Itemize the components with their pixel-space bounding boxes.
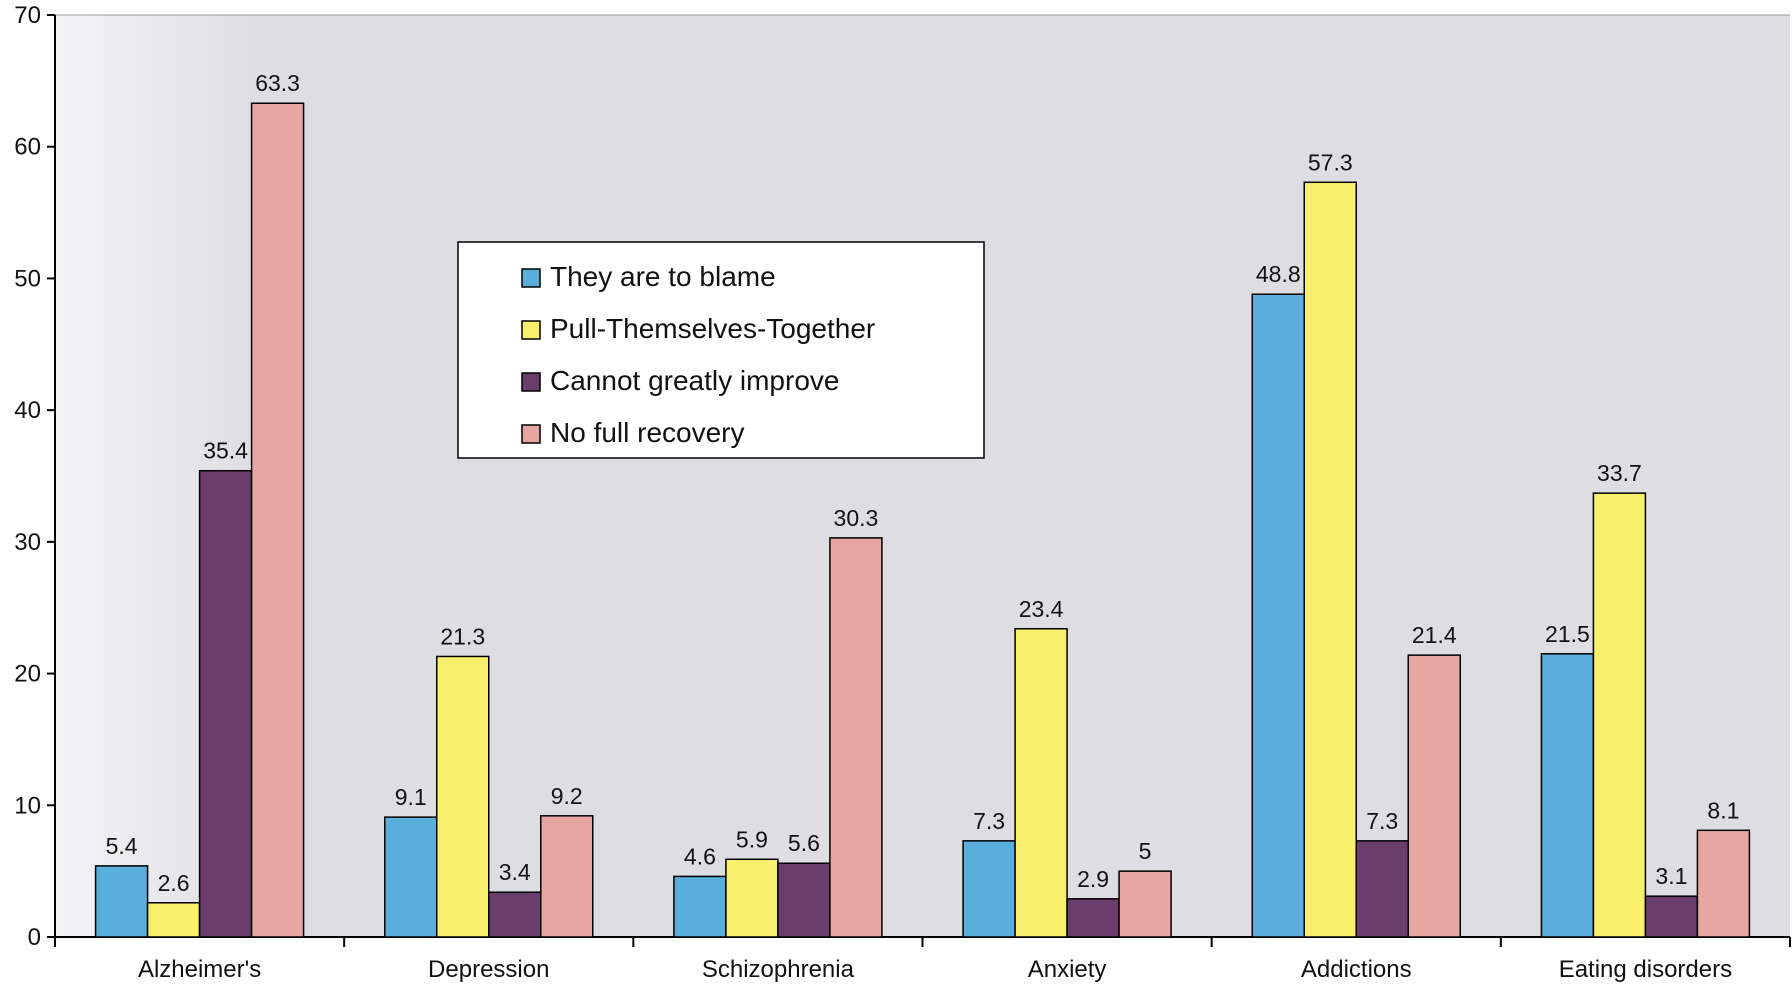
x-category-label: Anxiety [1028,956,1107,983]
legend-label: No full recovery [550,417,745,448]
bar [725,858,779,938]
legend-label: They are to blame [550,261,776,292]
data-label: 9.1 [395,784,427,810]
data-label: 8.1 [1707,797,1739,823]
data-label: 63.3 [255,70,300,96]
plot-area [55,15,1790,937]
legend-box [457,241,985,459]
data-label: 30.3 [834,505,879,531]
x-category-label: Alzheimer's [138,956,261,983]
data-label: 7.3 [973,808,1005,834]
bar [673,875,727,938]
bar [1407,654,1461,938]
legend-label: Pull-Themselves-Together [550,313,875,344]
data-label: 7.3 [1366,808,1398,834]
data-label: 21.4 [1412,622,1457,648]
bar [1355,840,1409,938]
y-tick-label: 50 [14,265,41,292]
x-category-label: Addictions [1301,956,1412,983]
x-category-label: Depression [428,956,549,983]
bar [1644,895,1699,938]
data-label: 57.3 [1308,149,1353,175]
bar [488,891,542,938]
data-label: 3.1 [1655,863,1687,889]
legend-swatch [521,320,541,340]
bar [250,102,305,938]
bar [1303,181,1357,938]
legend-swatch [521,372,541,392]
y-tick-label: 0 [28,924,41,951]
bar [829,537,883,938]
data-label: 23.4 [1019,596,1064,622]
data-label: 2.9 [1077,866,1109,892]
data-label: 21.5 [1545,621,1590,647]
data-label: 9.2 [551,783,583,809]
data-label: 33.7 [1597,460,1642,486]
data-label: 35.4 [203,438,248,464]
bar [1014,628,1068,938]
y-tick-label: 20 [14,661,41,688]
data-label: 48.8 [1256,261,1301,287]
bar [146,902,201,938]
data-label: 5.6 [788,830,820,856]
y-tick-label: 60 [14,134,41,161]
legend-swatch [521,424,541,444]
bar [94,865,149,938]
bar [540,815,594,938]
bar [198,469,253,938]
bar [777,862,831,938]
bar [1251,293,1305,938]
data-label: 5.9 [736,826,768,852]
bar [384,816,438,938]
legend-label: Cannot greatly improve [550,365,839,396]
data-label: 5.4 [106,833,138,859]
data-label: 21.3 [440,623,485,649]
y-tick-label: 10 [14,792,41,819]
y-tick-label: 70 [14,2,41,29]
bar [1066,898,1120,938]
legend-swatch [521,268,541,288]
data-label: 4.6 [684,843,716,869]
bar [1696,829,1751,938]
bar [962,840,1016,938]
x-category-label: Schizophrenia [702,956,855,983]
data-label: 3.4 [499,859,531,885]
y-tick-label: 40 [14,397,41,424]
x-category-label: Eating disorders [1559,956,1732,983]
data-label: 5 [1139,838,1152,864]
bar [436,655,490,938]
bar [1118,870,1172,938]
y-tick-label: 30 [14,529,41,556]
bar [1540,653,1595,938]
data-label: 2.6 [158,870,190,896]
bar [1592,492,1647,938]
